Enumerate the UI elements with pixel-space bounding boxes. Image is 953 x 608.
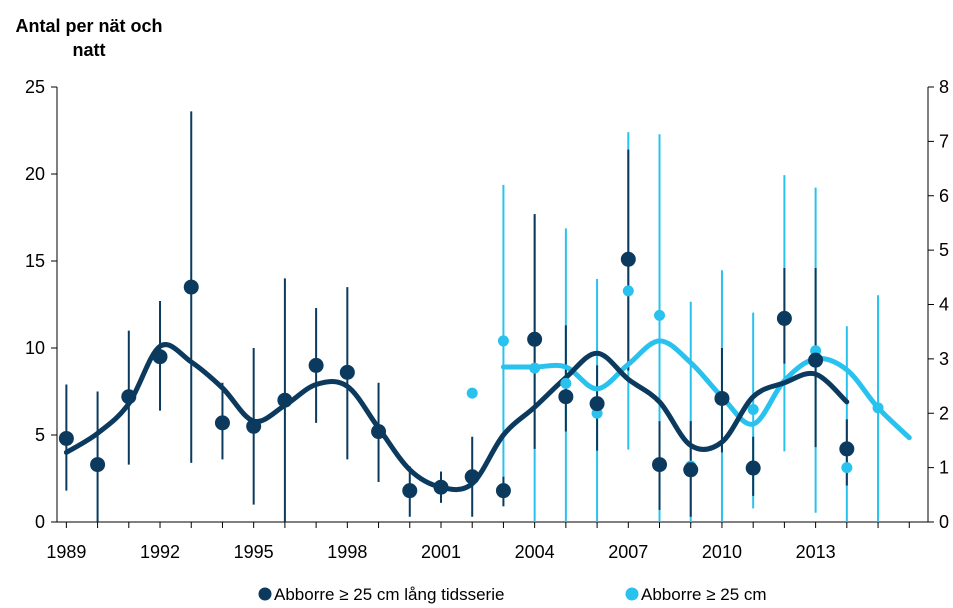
dark-data-point [58, 430, 74, 446]
y-left-tick-label: 5 [35, 425, 45, 445]
light-data-point [654, 309, 666, 321]
dark-data-point [558, 389, 574, 405]
y-right-tick-label: 1 [939, 458, 949, 478]
dark-data-point [589, 396, 605, 412]
light-data-point [497, 335, 509, 347]
dark-data-point [433, 479, 449, 495]
y-left-tick-label: 15 [25, 251, 45, 271]
light-data-point [560, 377, 572, 389]
dark-data-point [402, 483, 418, 499]
dark-data-point [745, 460, 761, 476]
dark-data-point [90, 457, 106, 473]
dark-data-point [308, 357, 324, 373]
light-data-point [841, 462, 853, 474]
light-data-point [622, 285, 634, 297]
legend-marker-dark [258, 587, 272, 601]
y-left-tick-label: 20 [25, 164, 45, 184]
y-right-tick-label: 5 [939, 240, 949, 260]
y-right-tick-label: 8 [939, 77, 949, 97]
dark-data-point [808, 352, 824, 368]
dark-data-point [371, 424, 387, 440]
dark-data-point [152, 349, 168, 365]
light-trend-line [500, 338, 912, 441]
x-tick-label: 2001 [421, 542, 461, 562]
error-bars [65, 111, 880, 522]
y-axis-title: Antal per nät och natt [15, 16, 163, 60]
dark-data-point [683, 462, 699, 478]
x-tick-label: 2013 [796, 542, 836, 562]
y-left-tick-label: 25 [25, 77, 45, 97]
y-right-tick-label: 4 [939, 295, 949, 315]
x-tick-label: 1989 [46, 542, 86, 562]
dark-data-point [464, 469, 480, 485]
dark-data-point [527, 331, 543, 347]
dark-data-point [339, 364, 355, 380]
x-tick-label: 2010 [702, 542, 742, 562]
legend: Abborre ≥ 25 cm lång tidsserie Abborre ≥ … [258, 585, 767, 604]
y-right-tick-label: 3 [939, 349, 949, 369]
legend-label: Abborre ≥ 25 cm [641, 585, 767, 604]
legend-label: Abborre ≥ 25 cm lång tidsserie [274, 585, 504, 604]
light-data-point [466, 387, 478, 399]
dark-data-point [714, 390, 730, 406]
legend-marker-light [625, 587, 639, 601]
dark-data-point [652, 457, 668, 473]
x-tick-label: 1998 [327, 542, 367, 562]
y-right-tick-label: 0 [939, 512, 949, 532]
x-tick-label: 1992 [140, 542, 180, 562]
y-right-tick-label: 2 [939, 403, 949, 423]
x-tick-label: 2007 [608, 542, 648, 562]
dark-data-point [495, 483, 511, 499]
y-left-tick-label: 0 [35, 512, 45, 532]
light-data-point [747, 403, 759, 415]
dark-data-point [277, 392, 293, 408]
dark-data-point [839, 441, 855, 457]
light-data-point [529, 362, 541, 374]
dark-data-point [776, 310, 792, 326]
x-tick-label: 1995 [234, 542, 274, 562]
dark-data-point [183, 279, 199, 295]
dark-data-point [246, 418, 262, 434]
x-tick-label: 2004 [515, 542, 555, 562]
trend-lines [63, 338, 912, 493]
dark-data-point [214, 415, 230, 431]
dark-data-point [121, 389, 137, 405]
dark-data-point [620, 251, 636, 267]
y-left-tick-label: 10 [25, 338, 45, 358]
light-data-point [872, 402, 884, 414]
data-points [58, 251, 884, 499]
y-right-tick-label: 6 [939, 186, 949, 206]
y-right-tick-label: 7 [939, 131, 949, 151]
dark-trend-line [63, 342, 850, 493]
axes: 0 5 10 15 20 25 0 1 2 3 4 5 6 7 8 1989 1992 1995 1998 2001 2… [25, 77, 949, 562]
